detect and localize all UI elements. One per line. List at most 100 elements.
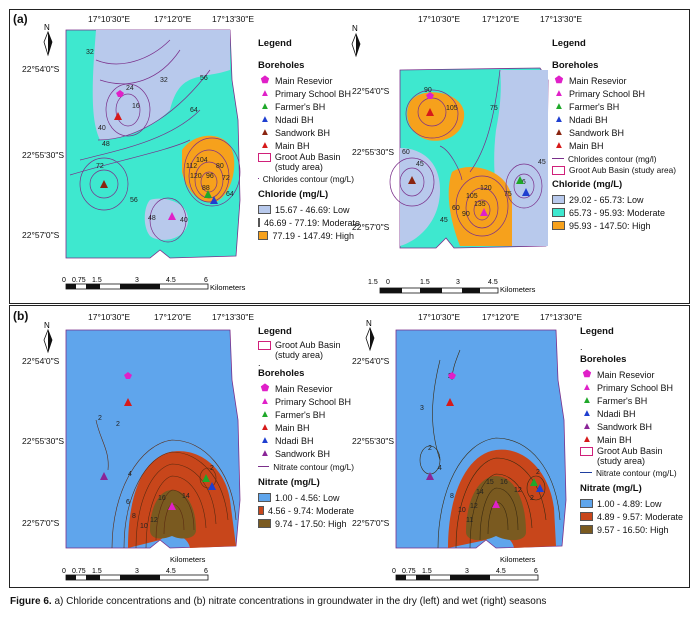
lon-label: 17°10'30"E <box>88 14 131 24</box>
north-arrow-icon <box>43 328 53 354</box>
svg-text:0.75: 0.75 <box>72 568 86 575</box>
contour-line-swatch <box>552 158 564 159</box>
borehole-markers <box>100 90 218 220</box>
contour-label: 105 <box>466 193 478 200</box>
low-swatch <box>258 493 271 502</box>
contour-label: 32 <box>86 49 94 56</box>
contour-label: 3 <box>420 405 424 412</box>
contour-label: 12 <box>470 503 478 510</box>
legend-class-title: Chloride (mg/L) <box>552 179 623 190</box>
map-a-wet-area: 90 105 75 60 45 45 60 90 105 120 135 36 … <box>389 67 549 249</box>
contour-label: 16 <box>158 495 166 502</box>
contour-label: 72 <box>222 175 230 182</box>
farmer-bh-icon <box>530 478 538 486</box>
high-zone <box>182 135 235 203</box>
contour-label: 56 <box>130 197 138 204</box>
ndadi-bh-icon <box>210 196 218 204</box>
svg-text:1.5: 1.5 <box>368 279 378 286</box>
scale-unit: Kilometers <box>210 283 246 292</box>
contour-label: 105 <box>446 105 458 112</box>
main-reservoir-icon <box>124 372 132 379</box>
legend-class-title: Nitrate (mg/L) <box>580 483 642 494</box>
main-reservoir-icon <box>116 90 124 97</box>
lat-label: 22°57'0"S <box>352 518 390 528</box>
contour-line-swatch <box>258 466 270 467</box>
primary-school-bh-icon: ▲ <box>260 87 270 99</box>
contour-label: 120 <box>190 173 202 180</box>
contour-label: 120 <box>480 185 492 192</box>
legend-class-title: Chloride (mg/L) <box>258 189 329 200</box>
contour-label: 2 <box>116 421 120 428</box>
scale-bar-b-wet: 0 0.75 1.5 3 4.5 6 Kilometers <box>392 555 539 581</box>
ndadi-bh-icon <box>522 188 530 196</box>
legend-boreholes: Boreholes <box>258 368 305 379</box>
svg-text:3: 3 <box>135 568 139 575</box>
contour-label: 15 <box>486 479 494 486</box>
borehole-markers <box>100 372 216 510</box>
borehole-markers <box>408 92 530 216</box>
scale-unit: Kilometers <box>500 285 536 294</box>
map-a-dry-area: 32 24 16 40 48 56 64 72 56 48 40 104 112… <box>65 29 241 259</box>
contour-label: 10 <box>140 523 148 530</box>
contour-label: 2 <box>536 469 540 476</box>
svg-text:3: 3 <box>456 279 460 286</box>
main-bh-icon <box>114 112 122 120</box>
contour-label: 112 <box>186 163 197 170</box>
moderate-swatch <box>258 506 264 515</box>
moderate-swatch <box>258 218 260 227</box>
contour-label: 2 <box>428 445 432 452</box>
main-bh-icon <box>124 398 132 406</box>
scale-bar-b-dry: 0 0.75 1.5 3 4.5 6 Kilometers <box>62 555 209 581</box>
svg-text:6: 6 <box>204 568 208 575</box>
svg-text:1.5: 1.5 <box>420 279 430 286</box>
svg-text:0: 0 <box>62 568 66 575</box>
lat-label: 22°55'30"S <box>352 436 395 446</box>
lat-label: 22°54'0"S <box>22 356 60 366</box>
lat-label: 22°57'0"S <box>352 222 390 232</box>
legend-boreholes: Boreholes <box>552 60 599 71</box>
sandwork-bh-icon <box>100 472 108 480</box>
lat-label: 22°55'30"S <box>22 150 65 160</box>
contour-label: 45 <box>416 161 424 168</box>
contour-label: 32 <box>160 77 168 84</box>
legend-title: Legend <box>580 326 614 337</box>
high-zone-north <box>407 92 465 141</box>
lon-label: 17°12'0"E <box>482 312 520 322</box>
contour-label: 80 <box>216 163 224 170</box>
contour-label: 60 <box>402 149 410 156</box>
sandwork-bh-icon: ▲ <box>260 126 270 138</box>
svg-text:1.5: 1.5 <box>92 568 102 575</box>
panel-a-label: (a) <box>13 12 28 26</box>
ndadi-bh-icon <box>208 482 216 490</box>
lat-label: 22°57'0"S <box>22 230 60 240</box>
farmer-bh-icon: ▲ <box>260 408 270 420</box>
lon-label: 17°13'30"E <box>212 312 255 322</box>
primary-school-bh-icon: ▲ <box>260 395 270 407</box>
lat-label: 22°55'30"S <box>22 436 65 446</box>
map-b-wet-area: 2 3 2 4 2 8 10 11 12 14 15 16 12 2 <box>395 329 567 549</box>
north-arrow-icon <box>43 30 53 57</box>
svg-text:4.5: 4.5 <box>166 568 176 575</box>
contour-label: 16 <box>132 103 140 110</box>
main-bh-icon: ▲ <box>582 433 592 445</box>
contour-label: 16 <box>500 479 508 486</box>
contour-label: 90 <box>462 211 470 218</box>
contour-label: 90 <box>424 87 432 94</box>
lon-label: 17°13'30"E <box>540 312 583 322</box>
north-label: N <box>366 319 372 328</box>
lon-label: 17°13'30"E <box>212 14 255 24</box>
svg-text:3: 3 <box>135 277 139 284</box>
panel-a-frame <box>9 9 690 304</box>
contour-line-swatch <box>580 472 592 473</box>
low-zone-north <box>92 30 230 140</box>
farmer-bh-icon: ▲ <box>260 100 270 112</box>
lon-label: 17°10'30"E <box>88 312 131 322</box>
panel-b-frame <box>9 305 690 588</box>
north-label: N <box>352 24 358 33</box>
lon-label: 17°13'30"E <box>540 14 583 24</box>
main-bh-icon: ▲ <box>554 139 564 151</box>
contour-label: 14 <box>476 489 484 496</box>
lon-label: 17°12'0"E <box>154 312 192 322</box>
svg-text:0: 0 <box>392 568 396 575</box>
